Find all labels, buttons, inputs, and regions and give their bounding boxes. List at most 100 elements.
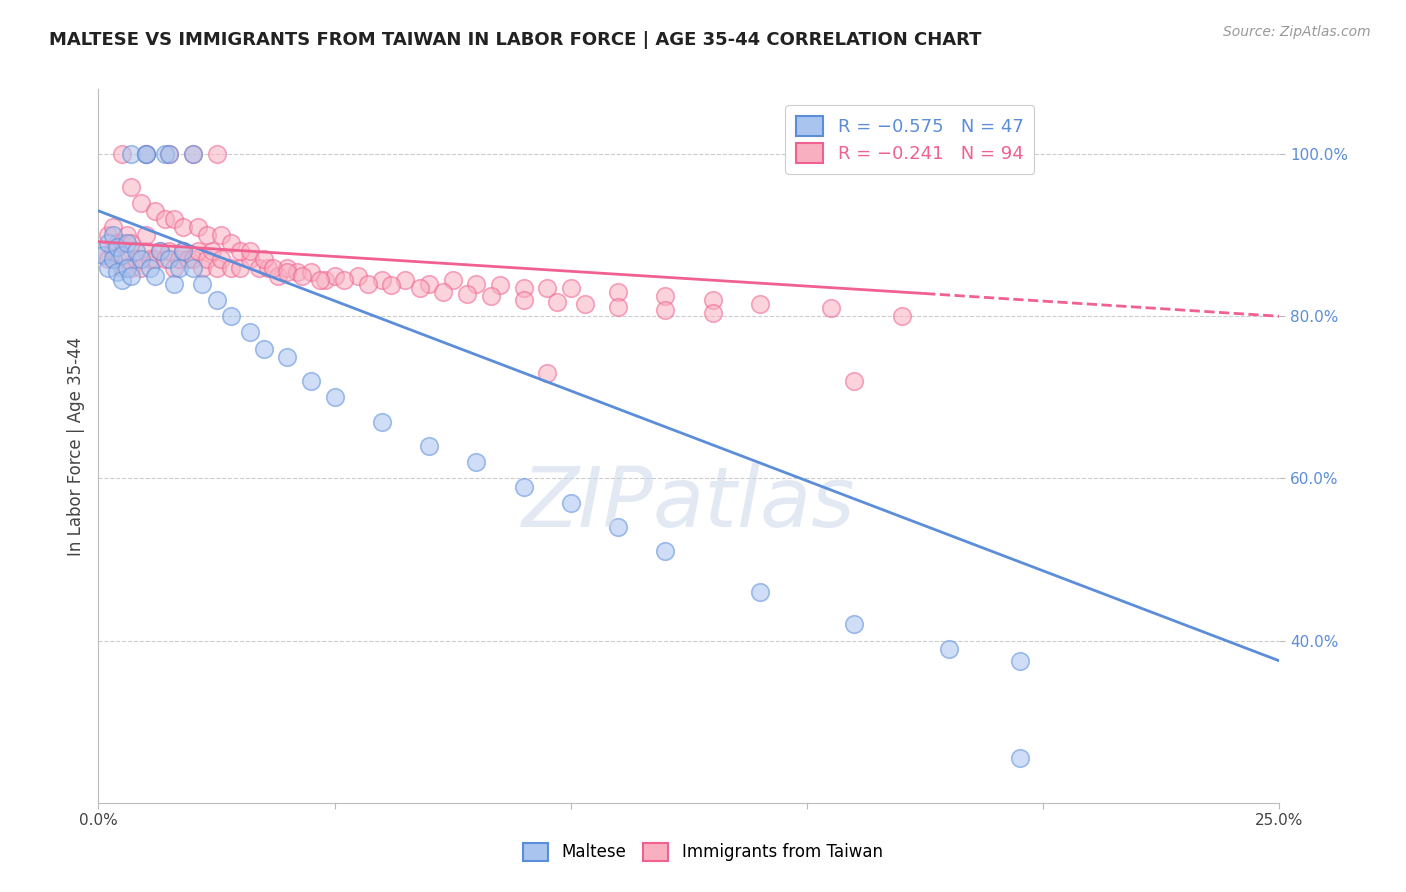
Point bbox=[299, 265, 322, 279]
Point bbox=[139, 260, 162, 275]
Point bbox=[125, 252, 148, 267]
Point bbox=[143, 268, 166, 283]
Point bbox=[149, 244, 172, 259]
Text: ZIPatlas: ZIPatlas bbox=[522, 463, 856, 543]
Point bbox=[654, 289, 676, 303]
Point bbox=[262, 260, 284, 275]
Point bbox=[111, 147, 134, 161]
Point bbox=[157, 252, 180, 267]
Point bbox=[121, 147, 143, 161]
Point bbox=[181, 147, 204, 161]
Point bbox=[456, 286, 478, 301]
Point bbox=[172, 244, 194, 259]
Point bbox=[219, 236, 242, 251]
Point bbox=[177, 252, 200, 267]
Point bbox=[139, 252, 162, 267]
Point bbox=[820, 301, 842, 315]
Point bbox=[135, 147, 157, 161]
Point bbox=[97, 236, 120, 251]
Point bbox=[172, 244, 194, 259]
Point bbox=[209, 252, 232, 267]
Point bbox=[844, 617, 866, 632]
Point bbox=[129, 260, 152, 275]
Point bbox=[97, 260, 120, 275]
Legend: Maltese, Immigrants from Taiwan: Maltese, Immigrants from Taiwan bbox=[517, 836, 889, 868]
Point bbox=[465, 455, 488, 469]
Point bbox=[239, 326, 262, 340]
Point bbox=[121, 236, 143, 251]
Point bbox=[441, 273, 464, 287]
Point bbox=[323, 268, 346, 283]
Point bbox=[129, 252, 152, 267]
Point bbox=[607, 300, 630, 314]
Point bbox=[163, 211, 186, 226]
Point bbox=[115, 260, 138, 275]
Text: MALTESE VS IMMIGRANTS FROM TAIWAN IN LABOR FORCE | AGE 35-44 CORRELATION CHART: MALTESE VS IMMIGRANTS FROM TAIWAN IN LAB… bbox=[49, 31, 981, 49]
Point bbox=[276, 350, 298, 364]
Point bbox=[229, 244, 252, 259]
Point bbox=[91, 248, 114, 262]
Point bbox=[135, 147, 157, 161]
Point bbox=[97, 252, 120, 267]
Point bbox=[121, 260, 143, 275]
Point bbox=[489, 278, 512, 293]
Point bbox=[115, 252, 138, 267]
Y-axis label: In Labor Force | Age 35-44: In Labor Force | Age 35-44 bbox=[66, 336, 84, 556]
Point bbox=[125, 244, 148, 259]
Point bbox=[187, 220, 209, 235]
Point bbox=[748, 297, 770, 311]
Point bbox=[219, 260, 242, 275]
Point bbox=[347, 268, 370, 283]
Point bbox=[560, 281, 582, 295]
Point bbox=[394, 273, 416, 287]
Point bbox=[101, 244, 124, 259]
Point bbox=[702, 306, 724, 320]
Point bbox=[191, 277, 214, 291]
Point bbox=[247, 260, 270, 275]
Point bbox=[323, 390, 346, 404]
Point bbox=[371, 415, 394, 429]
Point bbox=[276, 265, 298, 279]
Point bbox=[536, 281, 558, 295]
Point bbox=[607, 520, 630, 534]
Point bbox=[465, 277, 488, 291]
Point bbox=[153, 147, 176, 161]
Point bbox=[149, 244, 172, 259]
Point bbox=[938, 641, 960, 656]
Point bbox=[97, 228, 120, 243]
Point bbox=[135, 147, 157, 161]
Point bbox=[276, 260, 298, 275]
Point bbox=[101, 220, 124, 235]
Point bbox=[314, 273, 336, 287]
Point bbox=[195, 252, 218, 267]
Point bbox=[111, 248, 134, 262]
Point bbox=[209, 228, 232, 243]
Point bbox=[111, 236, 134, 251]
Point bbox=[143, 203, 166, 218]
Point bbox=[309, 273, 332, 287]
Point bbox=[253, 342, 276, 356]
Point bbox=[654, 544, 676, 558]
Point bbox=[1008, 751, 1031, 765]
Point bbox=[181, 260, 204, 275]
Point bbox=[371, 273, 394, 287]
Point bbox=[115, 228, 138, 243]
Point bbox=[418, 277, 440, 291]
Point bbox=[157, 147, 180, 161]
Point bbox=[153, 211, 176, 226]
Point bbox=[201, 244, 224, 259]
Point bbox=[101, 252, 124, 267]
Point bbox=[408, 281, 430, 295]
Legend: R = −0.575   N = 47, R = −0.241   N = 94: R = −0.575 N = 47, R = −0.241 N = 94 bbox=[785, 105, 1035, 174]
Point bbox=[205, 147, 228, 161]
Point bbox=[105, 236, 128, 251]
Point bbox=[195, 228, 218, 243]
Point bbox=[129, 195, 152, 210]
Point bbox=[205, 293, 228, 307]
Point bbox=[607, 285, 630, 299]
Point bbox=[357, 277, 380, 291]
Point bbox=[1008, 654, 1031, 668]
Point bbox=[748, 585, 770, 599]
Point bbox=[512, 293, 534, 307]
Point bbox=[267, 268, 290, 283]
